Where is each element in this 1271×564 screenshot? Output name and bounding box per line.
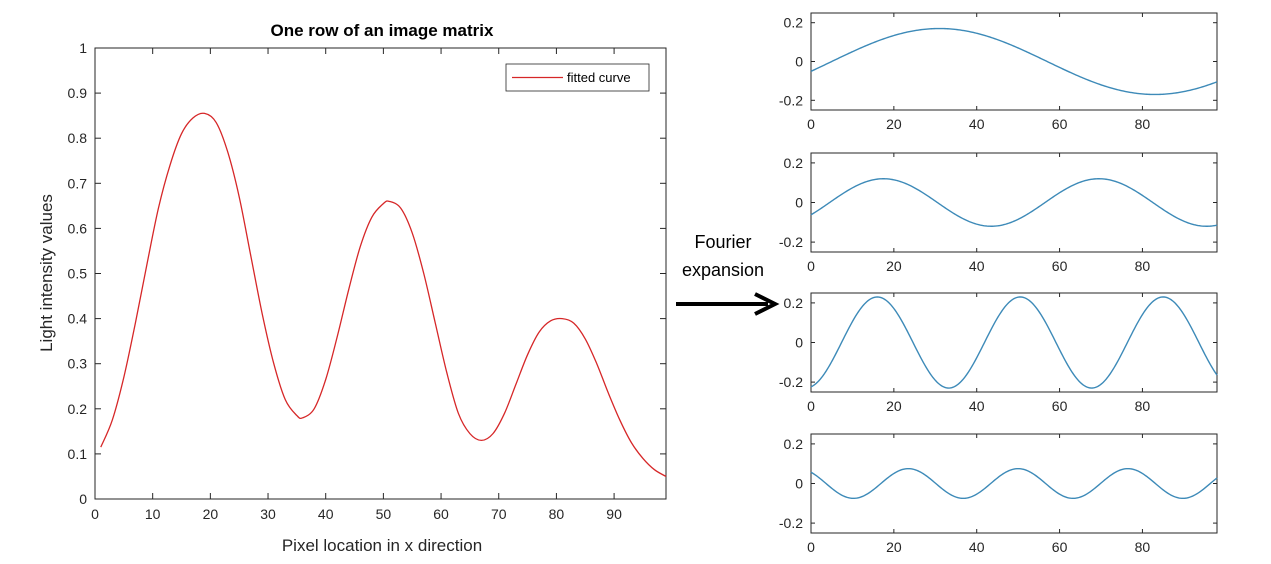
fourier-component-line	[810, 27, 1218, 96]
x-tick-label: 60	[1052, 116, 1068, 132]
plot-frame	[94, 47, 667, 500]
y-tick-label: 0.3	[68, 356, 88, 372]
fourier-component-line	[810, 467, 1218, 500]
subplot-frame	[810, 12, 1218, 111]
y-tick-label: 0	[79, 491, 87, 507]
subplot-4: 0 20 40 60 80-0.200.2	[779, 433, 1218, 555]
annotation-line-2: expansion	[682, 260, 764, 280]
x-tick-label: 60	[1052, 258, 1068, 274]
y-tick-label: 0.2	[784, 15, 804, 31]
x-tick-label: 80	[1135, 398, 1151, 414]
y-tick-label: -0.2	[779, 515, 803, 531]
chart-title: One row of an image matrix	[271, 21, 494, 40]
y-axis-label: Light intensity values	[37, 194, 56, 352]
x-tick-label: 80	[1135, 539, 1151, 555]
legend-entry: fitted curve	[567, 70, 631, 85]
y-tick-label: -0.2	[779, 374, 803, 390]
x-axis-label: Pixel location in x direction	[282, 536, 482, 555]
x-tick-label: 20	[886, 258, 902, 274]
y-tick-label: 0	[795, 195, 803, 211]
subplot-frame	[810, 152, 1218, 253]
subplot-frame	[810, 433, 1218, 534]
x-tick-label: 80	[549, 506, 565, 522]
x-tick-label: 50	[376, 506, 392, 522]
subplot-2: 0 20 40 60 80-0.200.2	[779, 152, 1218, 274]
x-tick-label: 0	[807, 116, 815, 132]
x-tick-labels: 0 10 20 30 40 50 60 70 80 90	[91, 506, 622, 522]
y-tick-label: 0.2	[68, 401, 88, 417]
fourier-subplots: 0 20 40 60 80-0.200.20 20 40 60 80-0.200.20 20 40 6…	[779, 12, 1218, 555]
y-tick-label: 0	[795, 335, 803, 351]
annotation-line-1: Fourier	[694, 232, 751, 252]
y-tick-label: 0.2	[784, 155, 804, 171]
fourier-component-line	[810, 178, 1218, 227]
fourier-component-line	[810, 296, 1218, 389]
y-tick-label: 0.5	[68, 266, 88, 282]
x-tick-label: 40	[969, 116, 985, 132]
x-tick-label: 90	[606, 506, 622, 522]
x-tick-label: 0	[807, 258, 815, 274]
x-tick-label: 70	[491, 506, 507, 522]
y-tick-label: 0.2	[784, 436, 804, 452]
x-tick-label: 0	[91, 506, 99, 522]
x-tick-label: 10	[145, 506, 161, 522]
x-tick-label: 60	[1052, 398, 1068, 414]
x-tick-label: 20	[886, 539, 902, 555]
x-tick-label: 40	[969, 539, 985, 555]
y-tick-label: 1	[79, 40, 87, 56]
x-tick-label: 40	[969, 258, 985, 274]
tick-marks	[94, 47, 666, 500]
x-tick-label: 0	[807, 398, 815, 414]
legend: fitted curve	[505, 63, 650, 92]
y-tick-label: 0	[795, 54, 803, 70]
y-tick-label: 0.9	[68, 85, 88, 101]
x-tick-label: 60	[1052, 539, 1068, 555]
x-tick-label: 80	[1135, 258, 1151, 274]
y-tick-label: 0.6	[68, 220, 88, 236]
x-tick-label: 60	[433, 506, 449, 522]
y-tick-label: 0	[795, 476, 803, 492]
y-tick-label: 0.1	[68, 446, 88, 462]
y-tick-labels: 0 0.1 0.2 0.3 0.4 0.5 0.6 0.7 0.8 0.9 1	[68, 40, 88, 507]
right-arrow-icon	[676, 292, 780, 316]
x-tick-label: 30	[260, 506, 276, 522]
y-tick-label: -0.2	[779, 92, 803, 108]
x-tick-label: 80	[1135, 116, 1151, 132]
subplot-3: 0 20 40 60 80-0.200.2	[779, 292, 1218, 414]
x-tick-label: 20	[203, 506, 219, 522]
main-chart: 0 10 20 30 40 50 60 70 80 90 00.10.20.30.40.50.60…	[37, 21, 667, 555]
fourier-annotation: Fourier expansion	[676, 232, 780, 316]
y-tick-label: 0.2	[784, 295, 804, 311]
x-tick-label: 40	[318, 506, 334, 522]
y-tick-label: 0.4	[68, 311, 88, 327]
subplot-1: 0 20 40 60 80-0.200.2	[779, 12, 1218, 132]
x-tick-label: 20	[886, 398, 902, 414]
y-tick-label: -0.2	[779, 234, 803, 250]
fitted-curve-line	[100, 112, 667, 478]
subplot-frame	[810, 292, 1218, 393]
x-tick-label: 0	[807, 539, 815, 555]
y-tick-label: 0.8	[68, 130, 88, 146]
x-tick-label: 40	[969, 398, 985, 414]
x-tick-label: 20	[886, 116, 902, 132]
y-tick-label: 0.7	[68, 175, 88, 191]
